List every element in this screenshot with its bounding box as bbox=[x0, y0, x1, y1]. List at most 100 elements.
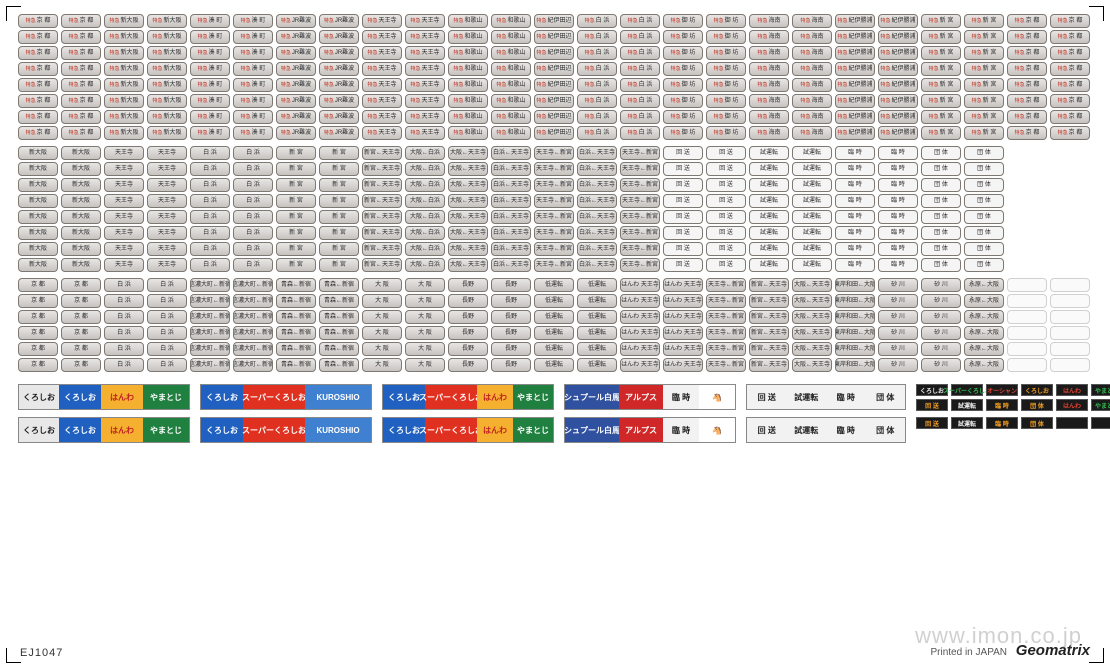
banner-segment: シュプール白馬 bbox=[565, 385, 619, 409]
destination-plate: 白浜←天王寺 bbox=[491, 194, 531, 208]
destination-plate: 永原←大阪 bbox=[964, 278, 1004, 292]
destination-plate: 天王寺←新宮 bbox=[706, 342, 746, 356]
destination-plate: 特急白 浜 bbox=[620, 110, 660, 124]
destination-plate: 低運転 bbox=[577, 326, 617, 340]
destination-plate: 白 浜 bbox=[147, 358, 187, 372]
destination-plate bbox=[1050, 278, 1090, 292]
destination-plate: 白 浜 bbox=[190, 258, 230, 272]
destination-plate: 天王寺 bbox=[104, 226, 144, 240]
destination-plate: 特急海南 bbox=[749, 126, 789, 140]
destination-plate: 特急紀伊田辺 bbox=[534, 46, 574, 60]
destination-plate: 天王寺 bbox=[147, 178, 187, 192]
destination-plate: 特急天王寺 bbox=[362, 110, 402, 124]
banner-segment: 試運転 bbox=[787, 385, 827, 409]
destination-plate: 特急新大阪 bbox=[104, 78, 144, 92]
destination-plate: 特急紀伊勝浦 bbox=[878, 14, 918, 28]
banner-segment: アルプス bbox=[619, 418, 663, 442]
destination-plate: 試運転 bbox=[749, 162, 789, 176]
destination-plate: 青森←新宿 bbox=[319, 310, 359, 324]
destination-plate: 特急京 都 bbox=[61, 30, 101, 44]
destination-plate: 特急天王寺 bbox=[405, 126, 445, 140]
plate-row: 新大阪新大阪天王寺天王寺白 浜白 浜新 宮新 宮新宮←天王寺大阪←白浜大阪←天王… bbox=[18, 146, 1092, 160]
destination-plate: 特急海南 bbox=[749, 46, 789, 60]
destination-plate: 京 都 bbox=[61, 358, 101, 372]
banner-row-1: くろしおくろしおはんわやまとじくろしおスーパーくろしおKUROSHIOくろしおス… bbox=[18, 384, 1092, 411]
destination-plate: 新 宮 bbox=[319, 146, 359, 160]
destination-plate: 新大阪 bbox=[18, 194, 58, 208]
destination-plate: 低運転 bbox=[577, 310, 617, 324]
destination-plate: 信濃大町←新宿 bbox=[233, 310, 273, 324]
destination-plate bbox=[1050, 310, 1090, 324]
destination-plate: 団 体 bbox=[921, 210, 961, 224]
plate-row: 新大阪新大阪天王寺天王寺白 浜白 浜新 宮新 宮新宮←天王寺大阪←白浜大阪←天王… bbox=[18, 194, 1092, 208]
destination-plate: 団 体 bbox=[921, 242, 961, 256]
destination-plate: 砂 川 bbox=[878, 278, 918, 292]
destination-plate: 特急和歌山 bbox=[448, 110, 488, 124]
destination-plate: 砂 川 bbox=[921, 310, 961, 324]
destination-plate: 特急和歌山 bbox=[448, 94, 488, 108]
destination-plate: 特急JR難波 bbox=[276, 30, 316, 44]
banner-segment: はんわ bbox=[101, 418, 143, 442]
destination-plate: 特急白 浜 bbox=[577, 62, 617, 76]
destination-plate: 臨 時 bbox=[878, 146, 918, 160]
destination-plate: 大阪←天王寺 bbox=[448, 162, 488, 176]
destination-plate: 長野 bbox=[491, 326, 531, 340]
destination-plate: 天王寺 bbox=[104, 194, 144, 208]
destination-plate: 特急海南 bbox=[749, 110, 789, 124]
destination-plate: 試運転 bbox=[749, 226, 789, 240]
destination-plate: 天王寺←新宮 bbox=[534, 226, 574, 240]
led-plate: くろしお bbox=[1021, 384, 1053, 396]
destination-plate: 低運転 bbox=[534, 294, 574, 308]
destination-plate: 特急新 宮 bbox=[921, 14, 961, 28]
destination-plate: 青森←新宿 bbox=[276, 342, 316, 356]
destination-plate: 特急紀伊勝浦 bbox=[835, 62, 875, 76]
destination-plate: 特急白 浜 bbox=[577, 14, 617, 28]
destination-plate: 大 阪 bbox=[405, 278, 445, 292]
destination-plate: 特急新 宮 bbox=[921, 94, 961, 108]
destination-plate: 特急京 都 bbox=[61, 46, 101, 60]
destination-plate: 京 都 bbox=[61, 326, 101, 340]
destination-plate: 特急天王寺 bbox=[405, 94, 445, 108]
destination-plate: 新大阪 bbox=[61, 210, 101, 224]
destination-plate: 特急天王寺 bbox=[405, 30, 445, 44]
destination-plate: 新宮←天王寺 bbox=[362, 162, 402, 176]
destination-plate: 臨 時 bbox=[835, 194, 875, 208]
destination-plate: 天王寺 bbox=[104, 242, 144, 256]
destination-plate: 特急海南 bbox=[749, 30, 789, 44]
destination-plate: 特急和歌山 bbox=[448, 78, 488, 92]
destination-plate: 白 浜 bbox=[104, 278, 144, 292]
led-plate bbox=[1091, 417, 1110, 429]
destination-plate: 天王寺 bbox=[147, 242, 187, 256]
destination-plate: 特急白 浜 bbox=[620, 46, 660, 60]
destination-plate: 白 浜 bbox=[147, 294, 187, 308]
destination-plate: 信濃大町←新宿 bbox=[233, 358, 273, 372]
destination-plate: 団 体 bbox=[964, 258, 1004, 272]
destination-plate: 特急京 都 bbox=[1007, 14, 1047, 28]
destination-plate: 大阪←白浜 bbox=[405, 210, 445, 224]
destination-plate: 大阪←白浜 bbox=[405, 226, 445, 240]
destination-plate: 天王寺 bbox=[147, 210, 187, 224]
destination-plate: 信濃大町←新宿 bbox=[190, 342, 230, 356]
destination-plate: 長野 bbox=[491, 294, 531, 308]
destination-plate: 特急京 都 bbox=[1007, 30, 1047, 44]
destination-plate: 京 都 bbox=[61, 342, 101, 356]
plate-row: 特急京 都特急京 都特急新大阪特急新大阪特急湊 町特急湊 町特急JR難波特急JR… bbox=[18, 110, 1092, 124]
destination-plate: 白浜←天王寺 bbox=[491, 226, 531, 240]
destination-plate: 天王寺←新宮 bbox=[620, 178, 660, 192]
destination-plate: 天王寺←新宮 bbox=[706, 294, 746, 308]
destination-plate: 回 送 bbox=[663, 226, 703, 240]
destination-plate: 特急京 都 bbox=[18, 30, 58, 44]
destination-plate: 天王寺←新宮 bbox=[620, 146, 660, 160]
banner-segment: 団 体 bbox=[866, 418, 906, 442]
destination-plate: 永原←大阪 bbox=[964, 326, 1004, 340]
destination-plate: 低運転 bbox=[577, 342, 617, 356]
banner-segment: 臨 時 bbox=[826, 418, 866, 442]
destination-plate: 白 浜 bbox=[233, 242, 273, 256]
destination-plate: 白浜←天王寺 bbox=[491, 210, 531, 224]
banner-segment: アルプス bbox=[619, 385, 663, 409]
destination-plate: 特急JR難波 bbox=[319, 30, 359, 44]
destination-plate: 信濃大町←新宿 bbox=[190, 358, 230, 372]
destination-plate: 新宮←天王寺 bbox=[362, 210, 402, 224]
destination-plate: 天王寺←新宮 bbox=[706, 310, 746, 324]
destination-plate: 大阪←天王寺 bbox=[448, 258, 488, 272]
